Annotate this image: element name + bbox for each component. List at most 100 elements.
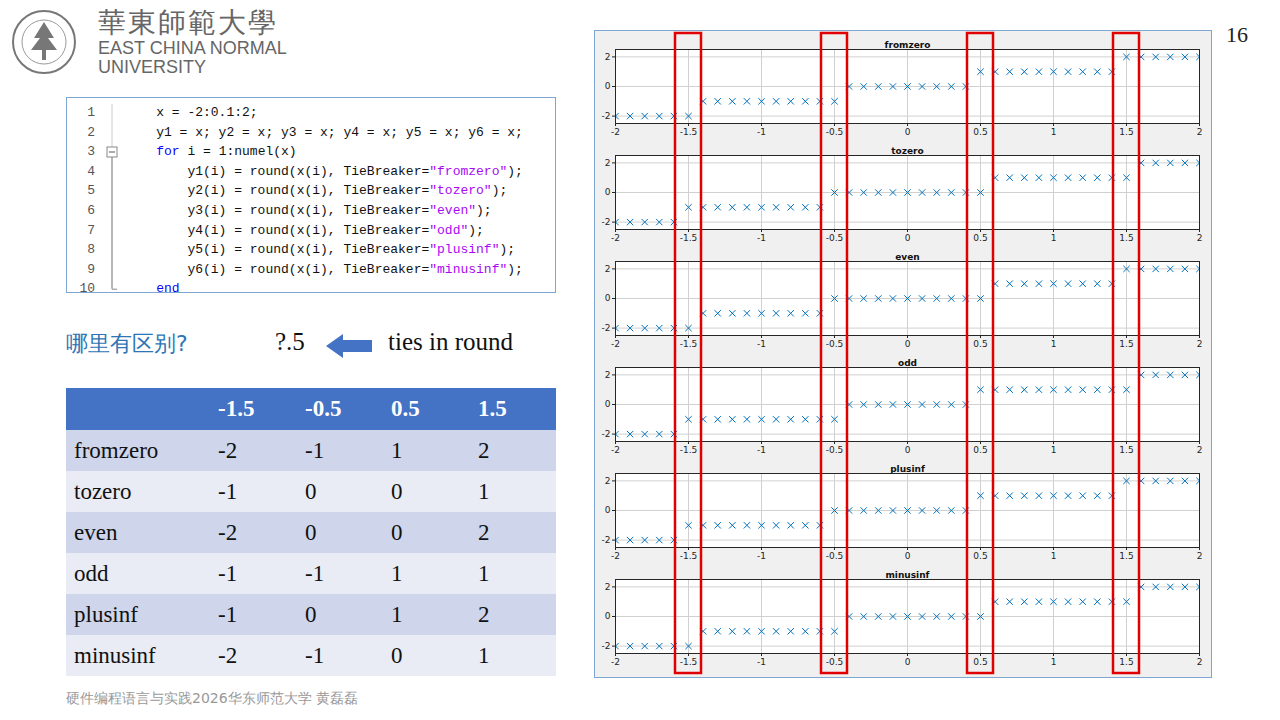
html-text:-1: -1 — [218, 478, 238, 504]
svg-text:0.5: 0.5 — [973, 551, 987, 561]
svg-text:-2: -2 — [611, 127, 620, 137]
html-text:plusinf: plusinf — [74, 601, 138, 627]
svg-text:-2: -2 — [602, 535, 611, 545]
svg-text:2: 2 — [1197, 233, 1203, 243]
html-text:?.5: ?.5 — [275, 328, 305, 355]
svg-text:2: 2 — [605, 52, 611, 62]
svg-text:-1: -1 — [757, 233, 766, 243]
svg-text:2: 2 — [1197, 551, 1203, 561]
svg-text:1: 1 — [1051, 551, 1057, 561]
html-text:哪里有区别?: 哪里有区别? — [66, 331, 188, 356]
html-text:-1: -1 — [218, 560, 238, 586]
svg-text:-1: -1 — [757, 551, 766, 561]
html-text:-0.5: -0.5 — [305, 396, 342, 421]
svg-text:-1.5: -1.5 — [680, 233, 698, 243]
svg-text:0: 0 — [605, 399, 611, 409]
svg-text:1: 1 — [1051, 233, 1057, 243]
html-text:fromzero: fromzero — [74, 437, 159, 463]
html-text:ties in round: ties in round — [388, 328, 513, 355]
svg-text:1.5: 1.5 — [1119, 127, 1133, 137]
svg-text:-1: -1 — [757, 339, 766, 349]
svg-text:-1.5: -1.5 — [680, 445, 698, 455]
svg-text:1.5: 1.5 — [1119, 657, 1133, 667]
svg-text:2: 2 — [605, 476, 611, 486]
svg-text:-1.5: -1.5 — [680, 657, 698, 667]
html-text:-1: -1 — [305, 437, 325, 463]
svg-text:-0.5: -0.5 — [826, 657, 844, 667]
svg-text:-2: -2 — [602, 111, 611, 121]
html-text:1.5: 1.5 — [478, 396, 507, 421]
svg-text:-1: -1 — [757, 657, 766, 667]
svg-text:0: 0 — [605, 293, 611, 303]
svg-text:-2: -2 — [602, 641, 611, 651]
svg-text:1: 1 — [1051, 657, 1057, 667]
svg-text:0: 0 — [905, 127, 911, 137]
svg-text:0: 0 — [605, 81, 611, 91]
svg-text:even: even — [895, 252, 919, 262]
svg-text:-2: -2 — [611, 339, 620, 349]
svg-text:-0.5: -0.5 — [826, 233, 844, 243]
svg-text:-2: -2 — [611, 233, 620, 243]
html-text:華東師範大學: 華東師範大學 — [98, 6, 278, 39]
svg-text:0.5: 0.5 — [973, 233, 987, 243]
svg-text:1: 1 — [1051, 127, 1057, 137]
html-text:UNIVERSITY: UNIVERSITY — [98, 57, 206, 77]
svg-text:0.5: 0.5 — [973, 339, 987, 349]
svg-text:-2: -2 — [611, 657, 620, 667]
html-text:-1.5: -1.5 — [218, 396, 255, 421]
svg-text:0: 0 — [605, 611, 611, 621]
svg-text:2: 2 — [605, 158, 611, 168]
html-text:odd: odd — [74, 560, 109, 586]
html-text:16: 16 — [1226, 22, 1248, 47]
html-text:EAST CHINA NORMAL: EAST CHINA NORMAL — [98, 38, 287, 58]
svg-text:-1.5: -1.5 — [680, 127, 698, 137]
html-text:-2: -2 — [218, 519, 238, 545]
svg-text:plusinf: plusinf — [890, 464, 925, 474]
svg-text:-0.5: -0.5 — [826, 551, 844, 561]
svg-text:0.5: 0.5 — [973, 657, 987, 667]
svg-text:2: 2 — [1197, 127, 1203, 137]
svg-text:1: 1 — [1051, 445, 1057, 455]
svg-text:2: 2 — [605, 370, 611, 380]
svg-text:tozero: tozero — [891, 146, 923, 156]
svg-text:1.5: 1.5 — [1119, 551, 1133, 561]
svg-text:odd: odd — [898, 358, 917, 368]
html-text:tozero: tozero — [74, 478, 132, 504]
html-text:even: even — [74, 519, 118, 545]
html-text:-2: -2 — [218, 437, 238, 463]
html-text:0.5: 0.5 — [391, 396, 420, 421]
svg-text:0: 0 — [905, 233, 911, 243]
svg-text:-0.5: -0.5 — [826, 127, 844, 137]
svg-text:-1.5: -1.5 — [680, 339, 698, 349]
svg-text:1.5: 1.5 — [1119, 339, 1133, 349]
svg-text:2: 2 — [605, 582, 611, 592]
svg-text:minusinf: minusinf — [885, 570, 929, 580]
svg-text:2: 2 — [1197, 657, 1203, 667]
svg-text:-2: -2 — [602, 217, 611, 227]
svg-text:0.5: 0.5 — [973, 445, 987, 455]
svg-text:2: 2 — [1197, 339, 1203, 349]
svg-text:-2: -2 — [602, 323, 611, 333]
svg-text:1.5: 1.5 — [1119, 445, 1133, 455]
svg-text:1.5: 1.5 — [1119, 233, 1133, 243]
svg-text:2: 2 — [605, 264, 611, 274]
html-text:minusinf: minusinf — [74, 642, 156, 668]
svg-text:0: 0 — [905, 657, 911, 667]
svg-text:-2: -2 — [611, 551, 620, 561]
svg-text:-0.5: -0.5 — [826, 445, 844, 455]
svg-text:0: 0 — [905, 445, 911, 455]
svg-text:-2: -2 — [602, 429, 611, 439]
svg-text:-2: -2 — [611, 445, 620, 455]
svg-text:-1: -1 — [757, 445, 766, 455]
svg-text:0: 0 — [905, 339, 911, 349]
svg-text:fromzero: fromzero — [885, 40, 931, 50]
svg-text:2: 2 — [1197, 445, 1203, 455]
svg-text:0: 0 — [905, 551, 911, 561]
svg-text:0: 0 — [605, 187, 611, 197]
svg-text:-1: -1 — [757, 127, 766, 137]
svg-text:0: 0 — [605, 505, 611, 515]
svg-text:-1.5: -1.5 — [680, 551, 698, 561]
svg-text:-0.5: -0.5 — [826, 339, 844, 349]
svg-text:0.5: 0.5 — [973, 127, 987, 137]
svg-text:1: 1 — [1051, 339, 1057, 349]
